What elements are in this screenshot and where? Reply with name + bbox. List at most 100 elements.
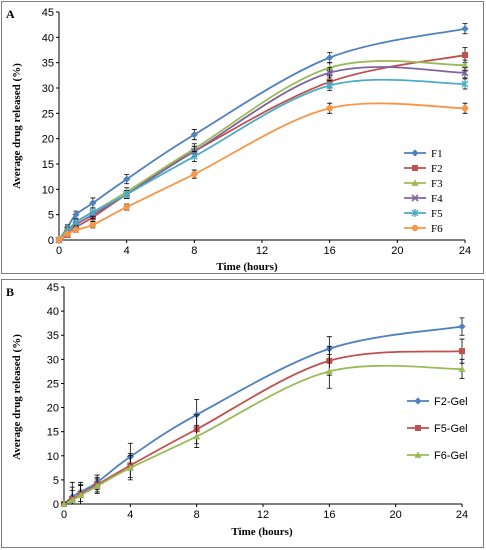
legend-marker [411,194,419,202]
y-tick-label: 10 [42,184,54,196]
y-tick-label: 25 [42,108,54,120]
x-tick-label: 24 [456,509,468,521]
legend-item-f4: F4 [404,193,443,205]
data-point [89,221,97,228]
y-tick-label: 30 [47,354,59,366]
series-line [63,364,463,505]
data-point [93,482,101,490]
series-f2-gel [60,317,466,508]
data-point [72,226,80,234]
panel-a-plot: 0 5 10 15 20 25 30 35 40 45 0 4 8 12 16 20 24 [42,7,471,257]
y-tick-label: 15 [47,427,59,439]
x-tick-label: 16 [323,509,335,521]
data-point [461,69,469,77]
y-tick-label: 15 [42,159,54,171]
panel-a-legend: F1 F2 F3 F4 F5 F6 [404,148,443,235]
data-point [461,105,469,112]
legend-label: F2 [431,163,443,175]
panel-b-y-axis-title: Average drug released (%) [11,334,23,460]
data-point [459,348,465,355]
legend-label: F2-Gel [434,396,468,408]
series-line [63,350,463,505]
data-point [123,203,130,211]
data-point [458,365,466,372]
y-tick-label: 0 [48,235,54,247]
y-tick-label: 0 [53,499,59,511]
x-tick-label: 4 [127,509,133,521]
y-tick-label: 25 [47,378,59,390]
y-tick-label: 5 [53,475,59,487]
legend-label: F1 [431,148,443,160]
legend-marker [414,451,422,458]
x-tick-label: 12 [256,245,268,257]
data-point [326,105,333,112]
legend-label: F5-Gel [434,423,468,435]
y-tick-label: 20 [42,134,54,146]
legend-marker [411,224,419,232]
series-f5-gel [61,338,465,507]
series-line [58,102,466,241]
legend-marker [411,179,419,186]
data-point [76,491,85,499]
data-point [191,170,198,178]
panel-b-x-axis-title: Time (hours) [231,526,293,538]
legend-marker [415,425,421,431]
legend-label: F4 [431,193,443,205]
data-point [68,496,76,504]
panel-b: B Average drug released (%) Time (hours)… [1,279,484,548]
legend-marker [414,397,422,405]
data-point [60,500,68,507]
legend-item-f5: F5 [404,208,443,220]
legend-item-f3: F3 [404,178,443,190]
legend-marker [411,149,419,157]
data-point [461,79,469,88]
data-point [326,69,334,77]
series-f6-gel [60,354,466,507]
panel-a-border [1,1,484,274]
data-point [126,464,134,471]
legend-label: F6-Gel [434,450,468,462]
y-tick-label: 45 [47,282,59,294]
x-tick-label: 4 [124,245,130,257]
series-line [58,27,466,241]
data-point [326,81,334,90]
data-point [458,322,466,331]
data-point [461,25,469,33]
panel-a-label: A [6,7,15,21]
data-point [193,432,201,440]
data-point [326,54,334,62]
data-point [64,230,71,238]
panel-a-y-axis-title: Average drug released (%) [11,63,23,189]
data-point [72,211,80,219]
legend-item-f6-gel: F6-Gel [407,450,468,462]
x-tick-label: 8 [194,509,200,521]
y-tick-label: 40 [42,32,54,44]
y-tick-label: 35 [42,58,54,70]
series-line [63,325,463,505]
data-point [123,190,131,199]
data-point [72,218,80,227]
x-tick-label: 0 [61,509,67,521]
panel-a-x-axis-title: Time (hours) [216,261,278,273]
x-tick-label: 20 [390,509,402,521]
panel-b-label: B [6,285,14,299]
y-tick-label: 35 [47,330,59,342]
legend-item-f2-gel: F2-Gel [407,396,468,408]
data-point [89,208,97,217]
data-point [55,236,63,244]
data-point [190,152,198,161]
legend-label: F5 [431,208,443,220]
data-point [190,131,198,139]
series-f5 [55,78,469,244]
y-tick-label: 20 [47,403,59,415]
legend-item-f5-gel: F5-Gel [407,423,468,435]
x-tick-label: 8 [191,245,197,257]
data-point [461,61,469,69]
data-point [123,175,131,183]
series-f1 [55,23,469,244]
legend-label: F3 [431,178,443,190]
x-tick-label: 12 [257,509,269,521]
series-f3 [55,59,469,243]
y-tick-label: 40 [47,306,59,318]
